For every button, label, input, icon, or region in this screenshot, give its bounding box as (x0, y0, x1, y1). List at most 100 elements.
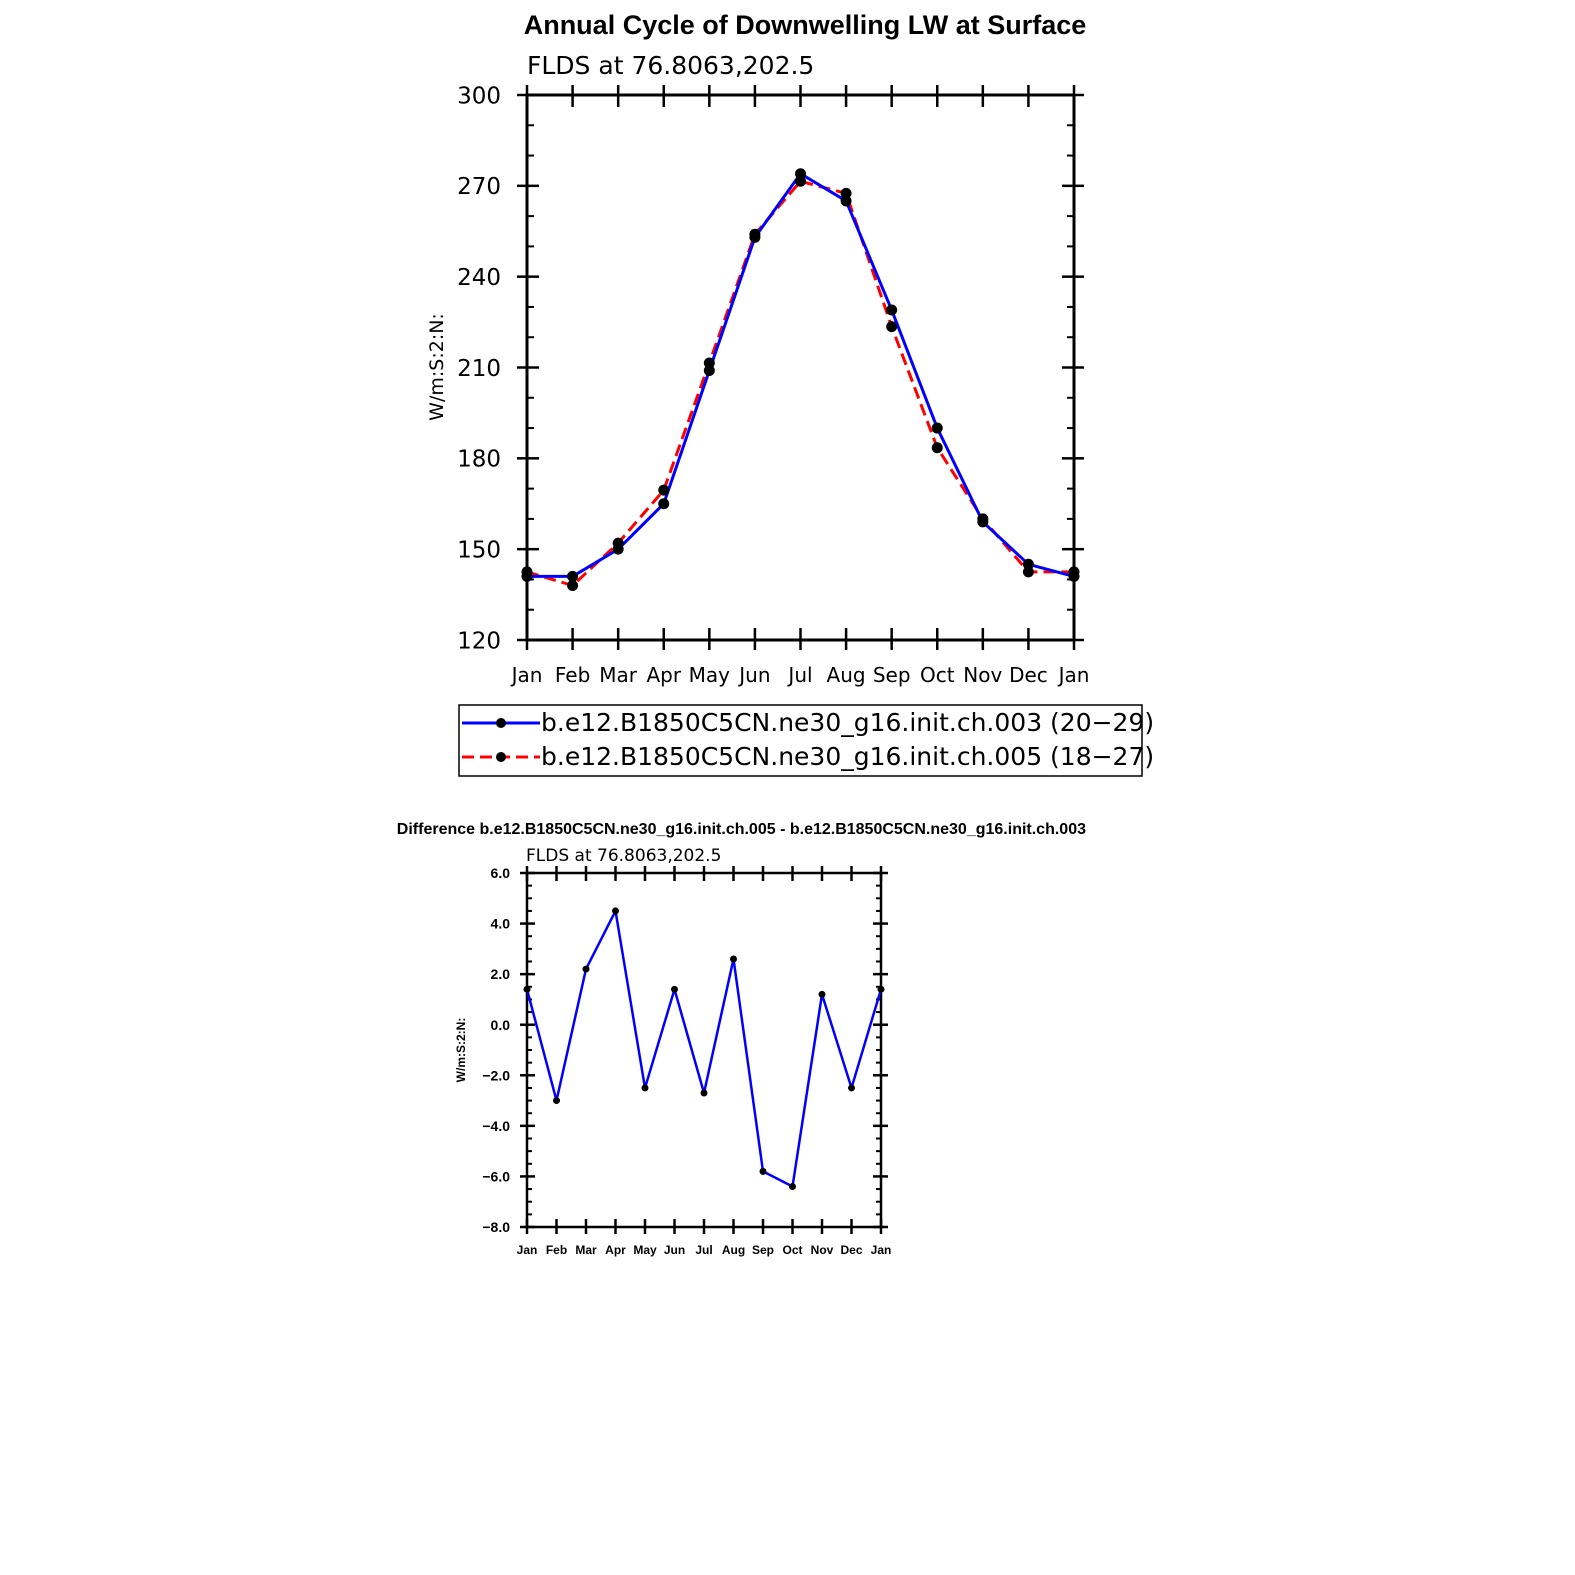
legend-label-series-2: b.e12.B1850C5CN.ne30_g16.init.ch.005 (18… (541, 742, 1154, 771)
chart2-series (523, 907, 885, 1191)
x-tick-label: Aug (827, 663, 866, 687)
y-tick-label: 210 (457, 356, 501, 382)
legend-marker-series-1 (496, 718, 506, 728)
x-tick-label: Nov (811, 1243, 834, 1257)
x-tick-label: Sep (873, 663, 911, 687)
chart1-series (521, 168, 1080, 591)
x-tick-label: Apr (605, 1243, 626, 1257)
data-point-series-2 (931, 442, 943, 454)
data-point-series-2 (612, 537, 624, 549)
data-point-series-1 (931, 422, 943, 434)
legend-box (458, 704, 1143, 777)
y-tick-label: 4.0 (491, 916, 511, 932)
x-tick-label: Mar (575, 1243, 597, 1257)
x-tick-label: Jan (1057, 663, 1090, 687)
data-point-series-1 (730, 955, 737, 963)
chart2-y-tick-labels: −8.0 −6.0 −4.0 −2.0 0.0 2.0 4.0 6.0 (482, 865, 510, 1235)
data-point-series-1 (877, 985, 885, 993)
data-point-series-1 (641, 1084, 649, 1092)
legend-label-series-1: b.e12.B1850C5CN.ne30_g16.init.ch.003 (20… (541, 708, 1154, 737)
data-point-series-1 (523, 985, 531, 993)
y-tick-label: −2.0 (482, 1067, 510, 1083)
data-point-series-2 (567, 580, 579, 591)
y-tick-label: 0.0 (491, 1017, 511, 1033)
y-tick-label: −4.0 (482, 1118, 510, 1134)
x-tick-label: Feb (546, 1243, 567, 1257)
data-point-series-1 (818, 990, 826, 998)
x-tick-label: Mar (599, 663, 638, 687)
chart1-ticks (517, 85, 1084, 650)
x-tick-label: Feb (555, 663, 590, 687)
data-point-series-1 (840, 195, 852, 207)
x-tick-label: Jul (695, 1243, 712, 1257)
data-point-series-1 (612, 907, 619, 915)
chart1-y-axis-label: W/m:S:2:N: (426, 313, 448, 421)
chart2-ticks (520, 866, 888, 1234)
data-point-series-2 (795, 175, 806, 187)
data-point-series-2 (840, 187, 852, 199)
x-tick-label: Jul (786, 663, 812, 687)
legend-marker-series-2 (496, 752, 506, 762)
chart2-plot-frame (525, 871, 883, 1229)
y-tick-label: 150 (457, 537, 501, 563)
data-point-series-2 (1022, 566, 1034, 578)
x-tick-label: Dec (840, 1243, 862, 1257)
x-tick-label: Apr (646, 663, 681, 687)
chart2-subtitle: FLDS at 76.8063,202.5 (526, 846, 721, 866)
data-point-series-1 (795, 168, 806, 180)
chart1-subtitle: FLDS at 76.8063,202.5 (527, 51, 814, 80)
data-point-series-2 (977, 513, 989, 525)
series-line-1 (527, 172, 1075, 578)
chart1-y-tick-labels: 120 150 180 210 240 270 300 (457, 83, 501, 654)
data-point-series-1 (700, 1089, 708, 1097)
y-tick-label: 270 (457, 174, 501, 200)
data-point-series-1 (886, 304, 898, 316)
chart2-title: Difference b.e12.B1850C5CN.ne30_g16.init… (397, 821, 1086, 838)
y-tick-label: 240 (457, 265, 501, 291)
y-tick-label: 300 (457, 83, 501, 109)
x-tick-label: Dec (1009, 663, 1048, 687)
data-point-series-2 (521, 566, 533, 578)
x-tick-label: Oct (920, 663, 955, 687)
data-point-series-2 (886, 321, 898, 333)
x-tick-label: Nov (963, 663, 1002, 687)
data-point-series-1 (1022, 558, 1034, 570)
chart1-title: Annual Cycle of Downwelling LW at Surfac… (524, 10, 1087, 40)
data-point-series-2 (1068, 566, 1080, 578)
chart1-x-tick-labels: Jan Feb Mar Apr May Jun Jul Aug Sep Oct Nov Dec Jan (510, 663, 1090, 687)
y-tick-label: 6.0 (491, 865, 511, 881)
data-point-series-1 (848, 1084, 855, 1092)
x-tick-label: Sep (752, 1243, 774, 1257)
y-tick-label: −6.0 (482, 1168, 510, 1184)
difference-chart: Difference b.e12.B1850C5CN.ne30_g16.init… (397, 821, 1086, 1257)
data-point-series-1 (759, 1167, 767, 1175)
chart2-x-tick-labels: Jan Feb Mar Apr May Jun Jul Aug Sep Oct Nov Dec Jan (517, 1243, 892, 1257)
y-tick-label: 180 (457, 447, 501, 473)
series-line-2 (526, 179, 1074, 587)
x-tick-label: Jan (871, 1243, 892, 1257)
x-tick-label: Jun (664, 1243, 685, 1257)
data-point-series-1 (789, 1183, 796, 1191)
data-point-series-1 (703, 365, 715, 377)
data-point-series-1 (658, 498, 670, 510)
x-tick-label: Aug (722, 1243, 745, 1257)
y-tick-label: 2.0 (491, 966, 511, 982)
data-point-series-2 (658, 484, 670, 496)
x-tick-label: Oct (782, 1243, 802, 1257)
x-tick-label: Jan (510, 663, 543, 687)
data-point-series-2 (703, 357, 715, 369)
data-point-series-2 (749, 228, 761, 240)
y-tick-label: 120 (457, 628, 501, 654)
x-tick-label: May (689, 663, 731, 687)
x-tick-label: Jun (737, 663, 770, 687)
data-point-series-1 (553, 1097, 560, 1105)
x-tick-label: May (633, 1243, 657, 1257)
data-point-series-1 (567, 570, 579, 582)
data-point-series-1 (582, 965, 590, 973)
series-line-1 (525, 909, 883, 1188)
chart2-y-axis-label: W/m:S:2:N: (454, 1018, 468, 1083)
y-tick-label: −8.0 (482, 1219, 510, 1235)
x-tick-label: Jan (517, 1243, 538, 1257)
chart1-legend: b.e12.B1850C5CN.ne30_g16.init.ch.003 (20… (458, 704, 1154, 777)
